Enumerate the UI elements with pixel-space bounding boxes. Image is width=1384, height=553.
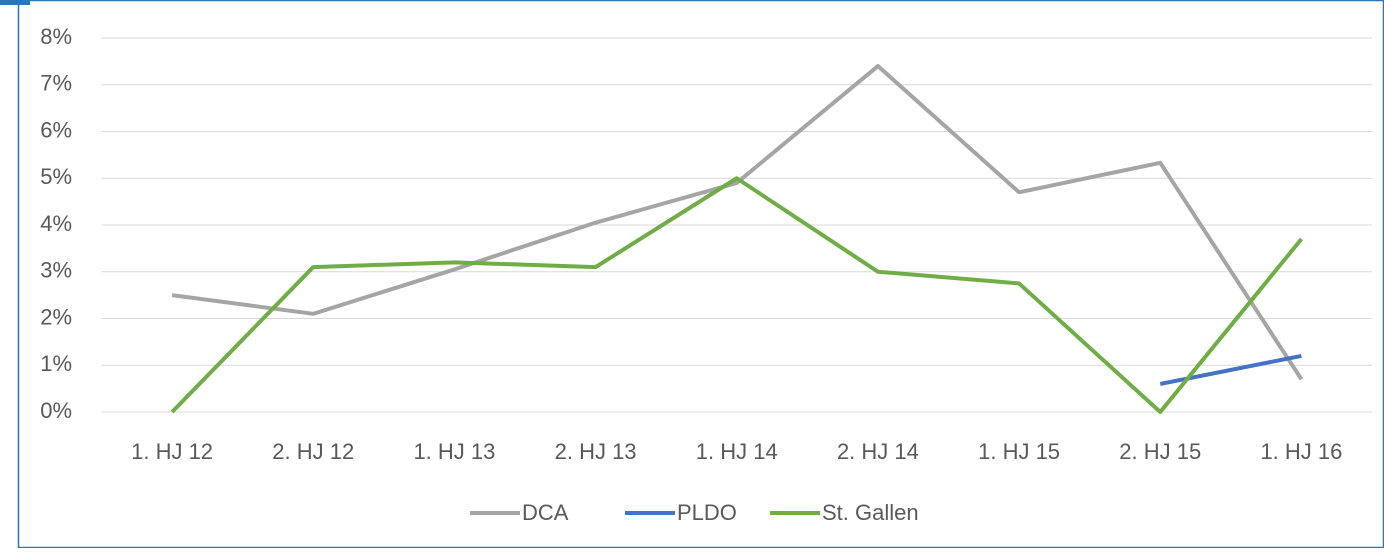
x-tick-label: 2. HJ 15 bbox=[1119, 439, 1201, 464]
x-tick-label: 1. HJ 14 bbox=[696, 439, 778, 464]
x-tick-label: 2. HJ 13 bbox=[555, 439, 637, 464]
y-tick-label: 7% bbox=[40, 71, 72, 96]
series-line bbox=[170, 176, 1303, 414]
y-tick-label: 6% bbox=[40, 117, 72, 142]
series-line bbox=[171, 64, 1304, 381]
frame bbox=[17, 0, 1384, 549]
y-tick-label: 3% bbox=[40, 258, 72, 283]
series-line bbox=[1159, 353, 1302, 386]
x-tick-label: 1. HJ 16 bbox=[1260, 439, 1342, 464]
y-tick-label: 2% bbox=[40, 304, 72, 329]
legend-label: DCA bbox=[522, 500, 569, 525]
y-tick-label: 1% bbox=[40, 351, 72, 376]
y-tick-label: 5% bbox=[40, 164, 72, 189]
x-tick-label: 1. HJ 13 bbox=[413, 439, 495, 464]
x-tick-label: 2. HJ 12 bbox=[272, 439, 354, 464]
y-tick-label: 0% bbox=[40, 398, 72, 423]
frame-tab bbox=[0, 0, 30, 5]
y-tick-label: 8% bbox=[40, 24, 72, 49]
legend-label: PLDO bbox=[677, 500, 737, 525]
legend-label: St. Gallen bbox=[822, 500, 919, 525]
x-tick-label: 2. HJ 14 bbox=[837, 439, 919, 464]
x-tick-label: 1. HJ 12 bbox=[131, 439, 213, 464]
y-tick-label: 4% bbox=[40, 211, 72, 236]
x-tick-label: 1. HJ 15 bbox=[978, 439, 1060, 464]
